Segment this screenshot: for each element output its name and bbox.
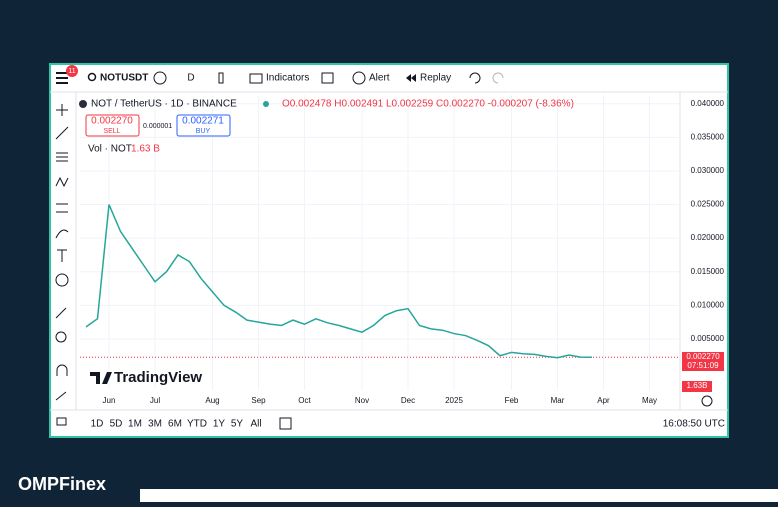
y-tick-label: 0.040000 — [691, 99, 725, 108]
buy-button[interactable] — [176, 114, 231, 137]
indicators[interactable]: Indicators — [266, 73, 309, 84]
x-tick-label: Jun — [103, 396, 116, 405]
vol-tag-label: 1.63B — [687, 381, 708, 390]
interval[interactable]: D — [187, 73, 194, 84]
symbol-logo — [79, 100, 87, 108]
brand: OMPFinex — [18, 474, 106, 494]
alert-icon — [352, 71, 366, 85]
y-tick-label: 0.015000 — [691, 267, 725, 276]
chart-window — [49, 63, 729, 438]
drawing-tools[interactable] — [55, 104, 69, 426]
layout-icon[interactable] — [321, 72, 334, 84]
replay[interactable]: Replay — [420, 73, 451, 84]
vol-label: Vol · NOT — [88, 144, 132, 155]
x-tick-label: Jul — [150, 396, 160, 405]
x-tick-label: Oct — [298, 396, 311, 405]
y-tick-label: 0.025000 — [691, 200, 725, 209]
countdown: 07:51:09 — [687, 361, 719, 370]
settings[interactable] — [701, 395, 713, 407]
x-tick-label: Mar — [551, 396, 565, 405]
clock: 16:08:50 UTC — [663, 419, 725, 430]
buy-price: 0.002271 — [182, 116, 224, 127]
date-range-icon[interactable] — [279, 417, 292, 430]
sell-price: 0.002270 — [91, 116, 133, 127]
replay-icon — [406, 74, 416, 82]
badge — [66, 65, 78, 77]
x-tick-label: 2025 — [445, 396, 463, 405]
y-tick-label: 0.005000 — [691, 334, 725, 343]
vol-tag — [682, 381, 712, 392]
last-price-tag — [682, 352, 724, 371]
x-tick-label: Nov — [355, 396, 369, 405]
x-tick-label: Aug — [205, 396, 219, 405]
redo[interactable] — [492, 72, 504, 84]
y-tick-label: 0.010000 — [691, 300, 725, 309]
pair: NOT / TetherUS · 1D · BINANCE — [91, 99, 237, 110]
range-button[interactable]: 1Y — [213, 419, 226, 430]
undo[interactable] — [469, 72, 481, 84]
buy-label: BUY — [196, 128, 211, 135]
range-button[interactable]: 5Y — [231, 419, 244, 430]
price-line — [85, 204, 593, 359]
y-tick-label: 0.020000 — [691, 233, 725, 242]
vol-value: 1.63 B — [131, 144, 160, 155]
watermark: TradingView — [114, 369, 202, 386]
x-tick-label: Sep — [251, 396, 266, 405]
range-button[interactable]: 6M — [168, 419, 182, 430]
indicators-icon — [249, 73, 263, 84]
symbol[interactable]: NOTUSDT — [100, 73, 148, 84]
add-symbol[interactable] — [153, 71, 167, 85]
footer-strip — [140, 489, 778, 502]
range-button[interactable]: YTD — [187, 419, 207, 430]
search-icon — [87, 72, 97, 82]
sell-button[interactable] — [85, 114, 140, 137]
last-price-label: 0.002270 — [686, 352, 720, 361]
range-button[interactable]: 3M — [148, 419, 162, 430]
range-button[interactable]: 1M — [128, 419, 142, 430]
menu-icon[interactable] — [56, 72, 68, 84]
range-button[interactable]: 1D — [91, 419, 104, 430]
range-button[interactable]: 5D — [110, 419, 123, 430]
watermark-logo — [90, 372, 112, 384]
y-tick-label: 0.035000 — [691, 132, 725, 141]
x-tick-label: Apr — [597, 396, 610, 405]
x-tick-label: May — [642, 396, 657, 405]
alert[interactable]: Alert — [369, 73, 390, 84]
spread: 0.000001 — [143, 123, 172, 130]
badge-count: 11 — [68, 68, 75, 75]
x-tick-label: Feb — [505, 396, 519, 405]
sell-label: SELL — [103, 128, 120, 135]
market-status — [263, 101, 269, 107]
range-button[interactable]: All — [250, 419, 261, 430]
candle-icon[interactable] — [218, 72, 224, 84]
ohlc: O0.002478 H0.002491 L0.002259 C0.002270 … — [282, 99, 574, 110]
y-tick-label: 0.030000 — [691, 166, 725, 175]
x-tick-label: Dec — [401, 396, 415, 405]
